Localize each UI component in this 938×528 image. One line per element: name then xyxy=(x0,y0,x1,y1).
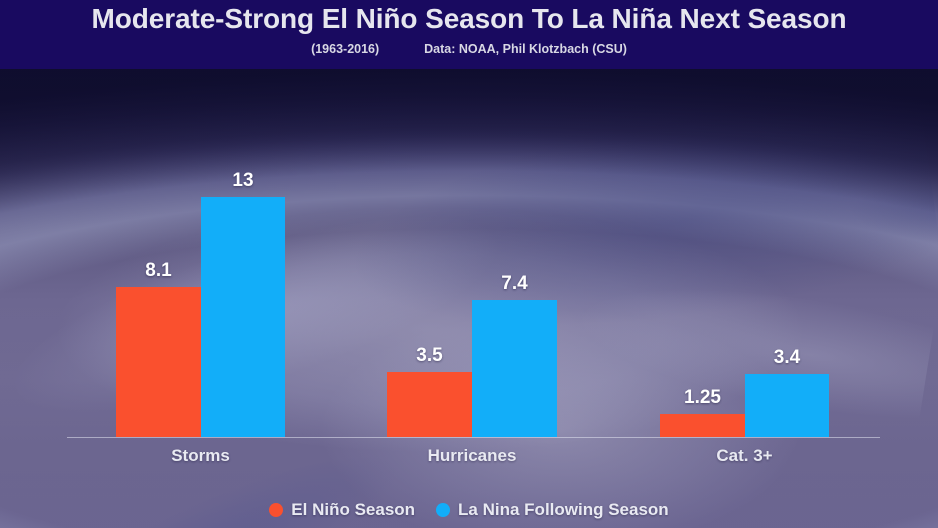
legend-item-la-nina[interactable]: La Nina Following Season xyxy=(436,500,669,520)
circle-marker-icon xyxy=(436,503,451,517)
bar-value-label: 3.5 xyxy=(416,345,443,366)
chart-legend: El Niño Season La Nina Following Season xyxy=(0,500,938,520)
period-range: (1963-2016) xyxy=(311,42,380,56)
circle-marker-icon xyxy=(269,503,284,517)
page-title: Moderate-Strong El Niño Season To La Niñ… xyxy=(91,3,847,34)
bar-value-label: 3.4 xyxy=(773,347,801,368)
bar-value-label: 13 xyxy=(232,170,254,191)
legend-item-label: La Nina Following Season xyxy=(458,500,669,519)
legend-item-el-nino[interactable]: El Niño Season xyxy=(269,500,415,520)
x-tick-label-cat3plus: Cat. 3+ xyxy=(716,446,773,465)
bar-cat3plus-la-nina[interactable]: 3.4 xyxy=(745,347,829,437)
bar-hurricanes-el-nino[interactable]: 3.5 xyxy=(387,345,472,437)
bar-storms-el-nino[interactable]: 8.1 xyxy=(116,260,201,437)
data-source: Data: NOAA, Phil Klotzbach (CSU) xyxy=(424,42,627,56)
title-banner: Moderate-Strong El Niño Season To La Niñ… xyxy=(0,0,938,69)
legend-item-label: El Niño Season xyxy=(291,500,416,519)
x-tick-label-storms: Storms xyxy=(171,446,230,465)
bar-value-label: 1.25 xyxy=(684,387,721,408)
subtitle: (1963-2016) Data: NOAA, Phil Klotzbach (… xyxy=(0,42,938,56)
bar-cat3plus-el-nino[interactable]: 1.25 xyxy=(660,387,745,437)
bar-value-label: 7.4 xyxy=(501,273,528,294)
bar-hurricanes-la-nina[interactable]: 7.4 xyxy=(472,273,557,437)
x-tick-label-hurricanes: Hurricanes xyxy=(427,446,517,465)
x-axis-baseline xyxy=(67,437,880,438)
bar-storms-la-nina[interactable]: 13 xyxy=(201,170,285,437)
bar-value-label: 8.1 xyxy=(145,260,172,281)
